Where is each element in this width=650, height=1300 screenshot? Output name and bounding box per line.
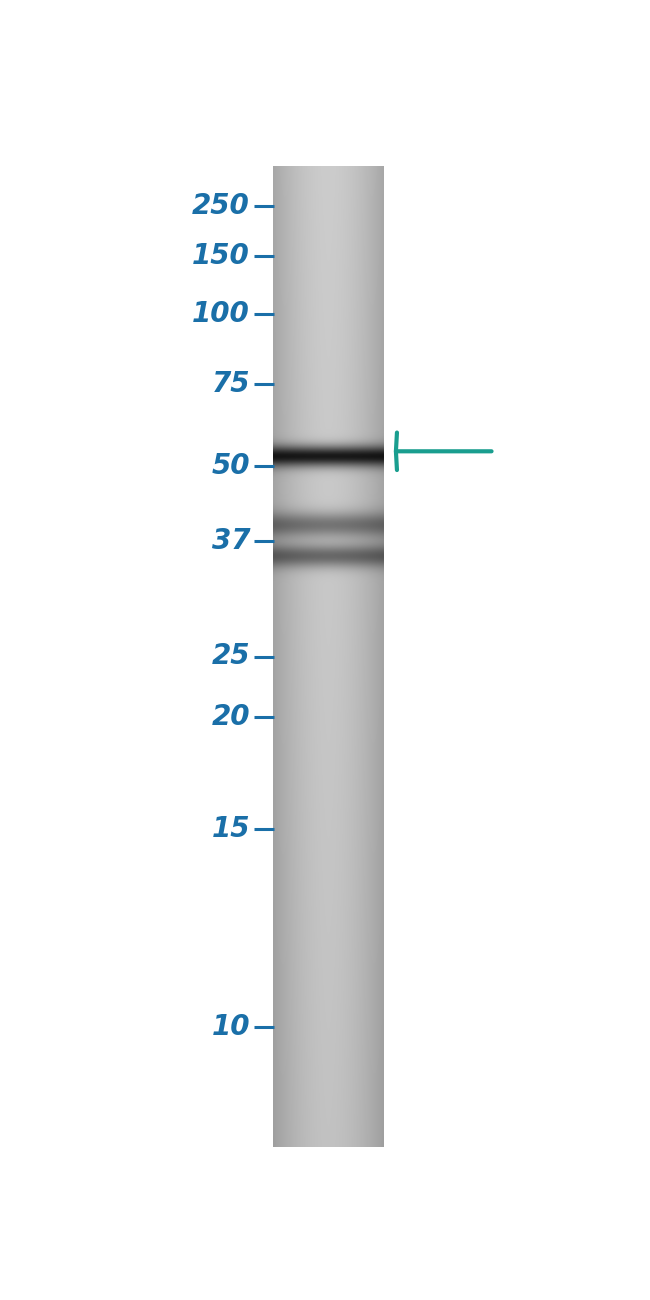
Text: 150: 150 xyxy=(192,242,250,270)
Text: 50: 50 xyxy=(211,452,250,480)
Text: 10: 10 xyxy=(211,1013,250,1041)
Text: 20: 20 xyxy=(211,702,250,731)
Text: 250: 250 xyxy=(192,192,250,220)
Text: 37: 37 xyxy=(211,528,250,555)
Text: 75: 75 xyxy=(211,370,250,398)
Text: 100: 100 xyxy=(192,300,250,328)
Text: 25: 25 xyxy=(211,642,250,671)
Text: 15: 15 xyxy=(211,815,250,842)
